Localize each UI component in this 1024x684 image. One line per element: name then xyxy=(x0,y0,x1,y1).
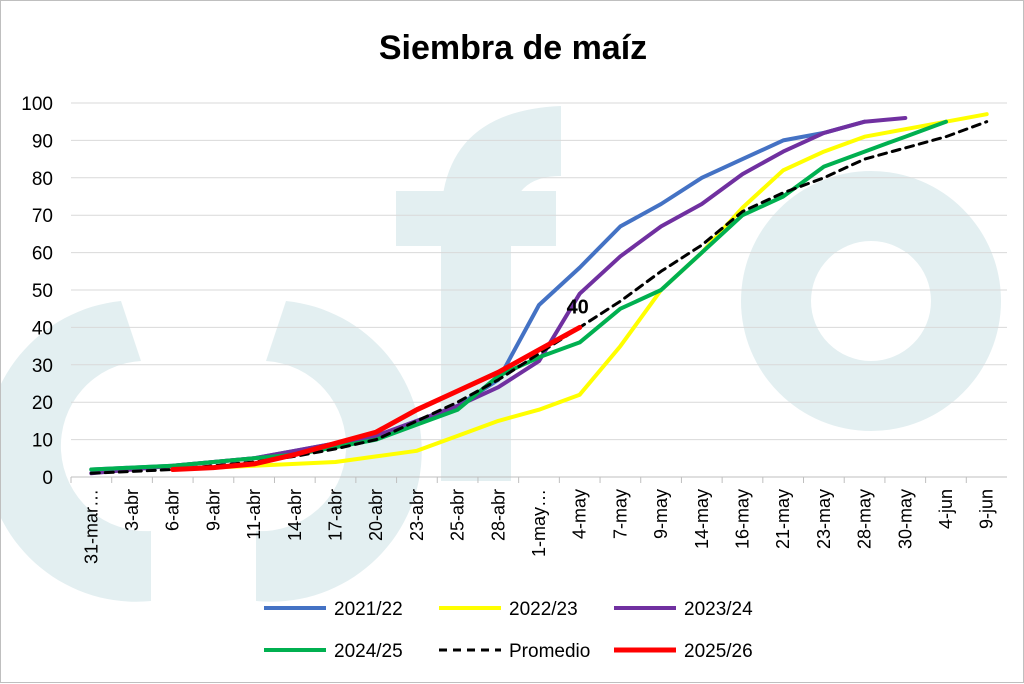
x-tick-label: 9-jun xyxy=(977,489,997,529)
y-tick-label: 30 xyxy=(32,356,53,377)
data-label: 40 xyxy=(567,296,589,318)
x-tick-label: 7-may xyxy=(610,489,630,539)
x-tick-label: 4-may xyxy=(570,489,590,539)
y-tick-label: 0 xyxy=(42,468,53,489)
y-axis-ticks: 0 10 20 30 40 50 60 70 80 90 100 xyxy=(21,94,53,489)
legend-label: 2023/24 xyxy=(684,599,753,620)
watermark-shape-4 xyxy=(396,191,556,246)
x-tick-label: 16-may xyxy=(732,489,752,549)
x-tick-label: 9-may xyxy=(651,489,671,539)
y-tick-label: 40 xyxy=(32,318,53,339)
annotations: 40 xyxy=(567,296,589,318)
x-tick-label: 23-abr xyxy=(407,489,427,541)
legend-label: 2025/26 xyxy=(684,641,753,662)
watermark-shape-2 xyxy=(256,301,422,602)
series-line-2025-26 xyxy=(170,324,583,472)
x-tick-label: 9-abr xyxy=(203,489,223,531)
y-tick-label: 20 xyxy=(32,393,53,414)
x-tick-label: 28-abr xyxy=(488,489,508,541)
x-axis-ticks: 31-mar… 3-abr 6-abr 9-abr 11-abr 14-abr 17-abr… xyxy=(70,477,997,564)
legend-label: 2024/25 xyxy=(334,641,403,662)
gridlines xyxy=(71,102,1007,478)
y-tick-label: 60 xyxy=(32,244,53,265)
chart-title: Siembra de maíz xyxy=(379,29,647,67)
x-tick-label: 14-may xyxy=(692,489,712,549)
series-lines xyxy=(89,112,989,476)
watermark-shape-6 xyxy=(811,241,931,361)
x-tick-label: 1-may… xyxy=(529,489,549,557)
x-tick-label: 31-mar… xyxy=(81,489,101,564)
x-tick-label: 25-abr xyxy=(448,489,468,541)
legend: 2021/22 2022/23 2023/24 2024/25 Promedio 2025… xyxy=(264,599,753,662)
y-tick-label: 90 xyxy=(32,131,53,152)
y-tick-label: 100 xyxy=(21,94,53,115)
x-tick-label: 20-abr xyxy=(366,489,386,541)
y-tick-label: 10 xyxy=(32,431,53,452)
x-tick-label: 14-abr xyxy=(285,489,305,541)
x-tick-label: 17-abr xyxy=(326,489,346,541)
x-tick-label: 28-may xyxy=(855,489,875,549)
legend-label: 2022/23 xyxy=(509,599,578,620)
x-tick-label: 21-may xyxy=(773,489,793,549)
series-line-2022-23 xyxy=(170,112,989,472)
y-tick-label: 80 xyxy=(32,169,53,190)
fyo-watermark xyxy=(1,106,1001,602)
watermark-shape-1 xyxy=(1,301,151,602)
x-tick-label: 23-may xyxy=(814,489,834,549)
x-tick-label: 30-may xyxy=(895,489,915,549)
y-tick-label: 50 xyxy=(32,281,53,302)
watermark-shape-3 xyxy=(441,106,561,481)
legend-label: Promedio xyxy=(509,641,590,662)
x-tick-label: 3-abr xyxy=(122,489,142,531)
x-tick-label: 4-jun xyxy=(936,489,956,529)
y-tick-label: 70 xyxy=(32,206,53,227)
x-tick-label: 11-abr xyxy=(244,489,264,540)
x-tick-label: 6-abr xyxy=(163,489,183,531)
legend-label: 2021/22 xyxy=(334,599,403,620)
